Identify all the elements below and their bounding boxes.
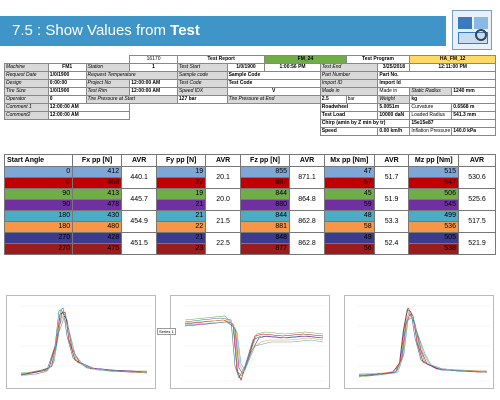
test-info-table: 16170 Test Report FM_24 Test Program HA_… <box>4 55 496 136</box>
program-name: HA_FM_12 <box>409 55 496 64</box>
plot-2-legend: Series 1 <box>157 328 176 335</box>
table-row: 270 475 23 877 56 538 <box>3 243 496 255</box>
table-row: 0 412 440.1 19 20.1 855 871.1 47 51.7 51… <box>3 166 497 189</box>
test-report-label: Test Report <box>176 55 266 64</box>
plot-2-lines <box>183 305 326 382</box>
test-id: 16170 <box>129 55 178 64</box>
app-logo-icon[interactable] <box>452 10 492 50</box>
fm-name: FM_24 <box>264 55 347 64</box>
plot-thumbnail-3[interactable] <box>344 295 494 389</box>
plot-thumbnail-1[interactable] <box>6 295 156 389</box>
table-row: 180 430 454.9 21 21.5 844 862.8 48 53.3 … <box>3 210 497 233</box>
table-row: 180 480 22 881 58 536 <box>3 221 496 233</box>
table-row: 90 413 445.7 19 20.0 844 864.8 45 51.9 5… <box>3 188 497 211</box>
plot-3-lines <box>357 305 490 382</box>
title-bar: 7.5 : Show Values from Test <box>0 16 446 46</box>
table-row: 90 478 21 880 59 545 <box>3 199 496 211</box>
machine-value: FM1 <box>47 63 87 72</box>
plot-thumbnail-2[interactable]: Series 1 <box>157 295 330 389</box>
test-program-label: Test Program <box>345 55 411 64</box>
table-row: 0 468 22 887 57 547 <box>3 177 496 189</box>
values-table: Start Angle Fx pp [N] AVR Fy pp [N] AVR … <box>3 154 497 255</box>
plot-1-lines <box>19 305 152 382</box>
table-row: 270 428 451.5 21 22.5 848 862.8 49 52.4 … <box>3 232 497 255</box>
page-title: 7.5 : Show Values from Test <box>12 22 200 39</box>
